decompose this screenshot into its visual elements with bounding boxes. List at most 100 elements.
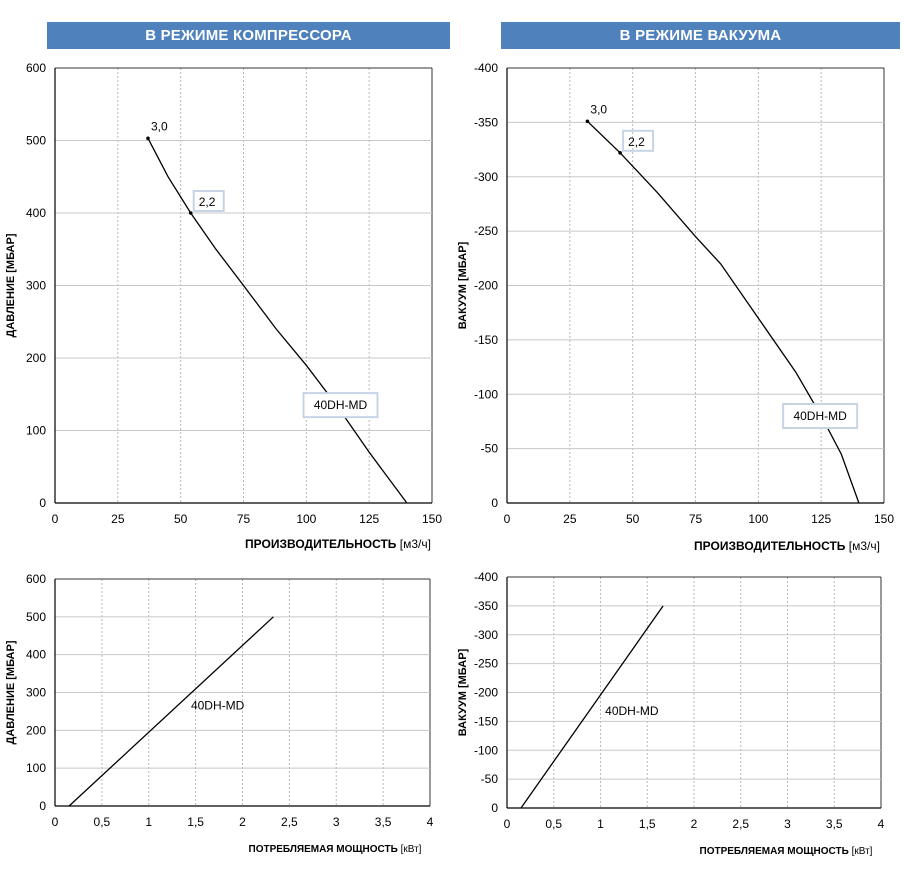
series-line-40dh-md [147, 137, 408, 504]
x-tick-label: 25 [111, 512, 125, 526]
curve-endpoint-marker [146, 136, 150, 141]
series-line-40dh-md [586, 120, 860, 504]
series-line-40dh-md [68, 616, 274, 807]
curve-point-label: 2,2 [628, 135, 645, 149]
x-tick-label: 4 [427, 815, 434, 829]
label-box [192, 190, 225, 212]
label-box [622, 129, 655, 152]
series-label: 40DH-MD [191, 699, 245, 713]
compressor-mode-header: В РЕЖИМЕ КОМПРЕССОРА [47, 22, 450, 49]
curve-point-label: 3,0 [151, 119, 168, 133]
y-tick-label: -200 [474, 686, 498, 700]
y-tick-label: -200 [474, 279, 498, 293]
y-tick-label: -100 [474, 387, 498, 401]
vacuum-mode-header: В РЕЖИМЕ ВАКУУМА [501, 22, 900, 49]
x-tick-label: 125 [359, 512, 379, 526]
y-tick-label: 400 [26, 648, 46, 662]
y-tick-label: -350 [474, 115, 498, 129]
x-tick-label: 0 [52, 815, 59, 829]
x-axis-title: ПРОИЗВОДИТЕЛЬНОСТЬ [м3/ч] [694, 539, 880, 553]
y-tick-label: 0 [39, 799, 46, 813]
y-tick-label: 100 [26, 761, 46, 775]
x-tick-label: 4 [878, 817, 885, 831]
y-tick-label: -350 [474, 599, 498, 613]
y-tick-label: 0 [491, 496, 498, 510]
y-axis-title: ДАВЛЕНИЕ [МБАР] [5, 640, 17, 744]
x-axis-title-text: ПОТРЕБЛЯЕМАЯ МОЩНОСТЬ [700, 846, 852, 857]
x-axis-title: ПОТРЕБЛЯЕМАЯ МОЩНОСТЬ [кВт] [700, 846, 873, 857]
x-tick-label: 0 [504, 817, 511, 831]
y-tick-label: 0 [491, 801, 498, 815]
y-tick-label: -250 [474, 224, 498, 238]
x-tick-label: 125 [811, 512, 831, 526]
x-tick-label: 1 [145, 815, 152, 829]
compressor-flow-chart: 0 25 50 75 100 125 150 0 100 200 300 400 500 600 3,0 2,… [5, 61, 442, 551]
x-axis-title-text: ПОТРЕБЛЯЕМАЯ МОЩНОСТЬ [249, 844, 401, 855]
y-tick-label: 600 [26, 61, 46, 75]
x-tick-label: 0 [52, 512, 59, 526]
vacuum-flow-chart: 0 25 50 75 100 125 150 0 -50 -100 -150 -200 -250 -300… [457, 61, 894, 553]
x-tick-label: 50 [174, 512, 188, 526]
curve-endpoint-marker [585, 119, 590, 124]
x-axis-title-text: ПРОИЗВОДИТЕЛЬНОСТЬ [245, 537, 400, 551]
x-axis-title: ПОТРЕБЛЯЕМАЯ МОЩНОСТЬ [кВт] [249, 844, 422, 855]
y-tick-label: -50 [481, 772, 499, 786]
series-line-40dh-md [520, 605, 664, 809]
x-tick-label: 1,5 [187, 815, 204, 829]
x-tick-label: 150 [422, 512, 442, 526]
x-tick-label: 3,5 [375, 815, 392, 829]
vacuum-power-chart: 0 0,5 1 1,5 2 2,5 3 3,5 4 0 -50 -100 -150 -200 -250 -30… [457, 570, 885, 857]
y-tick-label: -250 [474, 657, 498, 671]
x-tick-label: 0 [504, 512, 511, 526]
x-tick-label: 3 [333, 815, 340, 829]
curve-point-label: 2,2 [199, 195, 216, 209]
x-tick-label: 50 [626, 512, 640, 526]
y-axis-title: ВАКУУМ [МБАР] [457, 648, 469, 736]
y-tick-label: 200 [26, 351, 46, 365]
x-axis-unit: [кВт] [852, 846, 873, 857]
x-tick-label: 100 [748, 512, 768, 526]
x-axis-title-text: ПРОИЗВОДИТЕЛЬНОСТЬ [694, 539, 849, 553]
x-tick-label: 2 [691, 817, 698, 831]
y-tick-label: -50 [481, 442, 499, 456]
curve-point-label: 3,0 [590, 102, 607, 116]
y-tick-label: 500 [26, 134, 46, 148]
x-tick-label: 2,5 [732, 817, 749, 831]
x-tick-label: 3 [784, 817, 791, 831]
x-axis-title: ПРОИЗВОДИТЕЛЬНОСТЬ [м3/ч] [245, 537, 431, 551]
y-tick-label: -400 [474, 570, 498, 584]
x-tick-label: 100 [296, 512, 316, 526]
x-tick-label: 1,5 [639, 817, 656, 831]
curve-point-marker [618, 151, 622, 155]
x-axis-unit: [м3/ч] [400, 537, 431, 551]
series-label: 40DH-MD [605, 704, 659, 718]
y-axis-title: ВАКУУМ [МБАР] [457, 241, 469, 329]
series-label: 40DH-MD [314, 398, 368, 412]
y-axis-title: ДАВЛЕНИЕ [МБАР] [5, 233, 17, 337]
x-axis-unit: [м3/ч] [849, 539, 880, 553]
y-tick-label: -150 [474, 714, 498, 728]
x-tick-label: 25 [563, 512, 577, 526]
y-tick-label: 600 [26, 572, 46, 586]
series-label-box [782, 403, 859, 429]
y-tick-label: -400 [474, 61, 498, 75]
y-tick-label: 100 [26, 424, 46, 438]
y-tick-label: 200 [26, 723, 46, 737]
x-tick-label: 0,5 [94, 815, 111, 829]
y-tick-label: 0 [39, 496, 46, 510]
x-axis-unit: [кВт] [401, 844, 422, 855]
series-label-box [302, 392, 379, 419]
compressor-power-chart: 0 0,5 1 1,5 2 2,5 3 3,5 4 0 100 200 300 400 500 600 40DH… [5, 572, 434, 855]
x-tick-label: 0,5 [545, 817, 562, 831]
y-tick-label: -150 [474, 333, 498, 347]
x-tick-label: 75 [237, 512, 251, 526]
y-tick-label: -100 [474, 743, 498, 757]
x-tick-label: 75 [689, 512, 703, 526]
x-tick-label: 2,5 [281, 815, 298, 829]
y-tick-label: 300 [26, 279, 46, 293]
y-tick-label: -300 [474, 628, 498, 642]
y-tick-label: 300 [26, 686, 46, 700]
x-tick-label: 150 [874, 512, 894, 526]
x-tick-label: 2 [239, 815, 246, 829]
